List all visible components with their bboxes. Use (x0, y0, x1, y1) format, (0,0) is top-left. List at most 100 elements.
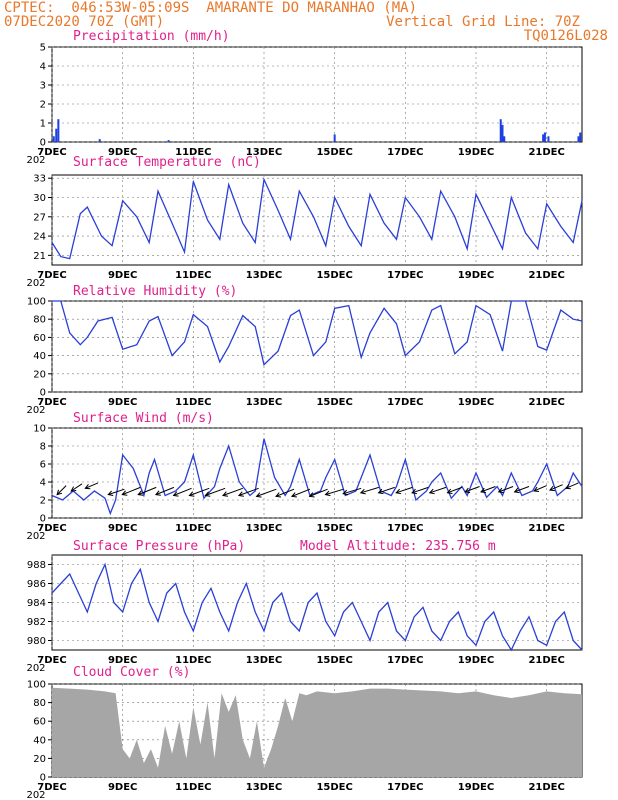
wind-vector (154, 486, 175, 496)
rh-year-label: 202 (26, 405, 45, 416)
rh-line (52, 300, 583, 366)
pressure-altitude: Model Altitude: 235.756 m (300, 539, 496, 554)
wind-vector-shaft (429, 486, 447, 494)
wind-vector (172, 487, 192, 497)
pressure-xtick-label: 11DEC (175, 655, 211, 666)
rh-xtick-label: 13DEC (246, 397, 282, 408)
pressure-xtick-label: 13DEC (246, 655, 282, 666)
precip-bar (503, 136, 506, 142)
wind-vector-shaft (222, 487, 243, 496)
cloud-xtick-label: 15DEC (316, 782, 352, 793)
wind-ytick-label: 0 (40, 514, 46, 525)
wind-vector-head (255, 492, 262, 498)
precip-bar (542, 134, 545, 142)
temp-ytick-label: 30 (33, 193, 46, 204)
wind-panel: 0 2 4 6 8 10 7DEC 9DEC 11DEC 13DEC 15DEC 17DEC 19DEC… (26, 424, 583, 542)
wind-vector (342, 487, 362, 496)
wind-vector-head (275, 492, 282, 498)
cloud-area (52, 687, 582, 777)
precip-ytick-label: 2 (40, 100, 46, 111)
wind-vector (359, 486, 379, 495)
header-model-id: TQ0126L028 (523, 28, 608, 44)
wind-vector-head (533, 486, 540, 492)
wind-vector-shaft (325, 488, 344, 496)
pressure-xtick-label: 7DEC (37, 655, 66, 666)
rh-ytick-label: 20 (33, 369, 46, 380)
precip-ytick-label: 3 (40, 81, 46, 92)
wind-vector (275, 488, 295, 498)
wind-vector-head (480, 487, 487, 494)
rh-ytick-label: 100 (27, 297, 46, 308)
wind-vector-head (464, 487, 471, 494)
wind-vector-head (204, 491, 211, 497)
wind-vector-head (411, 488, 418, 495)
precip-bar (55, 128, 58, 142)
precip-bar (499, 119, 502, 142)
cloud-xtick-label: 9DEC (108, 782, 137, 793)
wind-xtick-label: 11DEC (175, 523, 211, 534)
wind-vector (564, 482, 579, 490)
pressure-xtick-label: 9DEC (108, 655, 137, 666)
rh-xtick-label: 9DEC (108, 397, 137, 408)
wind-vector-shaft (498, 486, 514, 493)
precip-bar (577, 136, 580, 142)
wind-vector (290, 488, 311, 498)
temp-title: Surface Temperature (nC) (73, 155, 261, 170)
wind-vector-shaft (275, 488, 295, 497)
wind-vector-shaft (108, 488, 125, 496)
wind-xtick-label: 21DEC (528, 523, 564, 534)
wind-title: Surface Wind (m/s) (73, 411, 214, 426)
pressure-title: Surface Pressure (hPa) (73, 539, 246, 554)
rh-xtick-label: 7DEC (37, 397, 66, 408)
wind-vector-head (137, 490, 144, 496)
wind-vector (222, 487, 243, 497)
cloud-panel: 0 20 40 60 80 100 7DEC 9DEC 11DEC 13DEC 15DEC 17DEC… (26, 680, 583, 800)
rh-title: Relative Humidity (%) (73, 284, 238, 299)
wind-vector-shaft (155, 486, 175, 496)
precip-bar (57, 119, 60, 142)
precip-bar (167, 140, 170, 142)
precip-ytick-label: 0 (40, 138, 46, 149)
cloud-xtick-label: 21DEC (528, 782, 564, 793)
wind-vector (70, 483, 83, 492)
wind-vector-shaft (122, 486, 141, 496)
wind-vector-head (121, 490, 128, 496)
cloud-xtick-label: 7DEC (37, 782, 66, 793)
cloud-ytick-label: 20 (33, 754, 46, 765)
pressure-ytick-label: 986 (27, 579, 46, 590)
wind-xtick-label: 17DEC (387, 523, 423, 534)
cloud-title: Cloud Cover (%) (73, 665, 191, 680)
wind-xtick-label: 15DEC (316, 523, 352, 534)
precip-bar (52, 136, 55, 142)
temp-frame (51, 174, 583, 266)
temp-xtick-label: 15DEC (316, 270, 352, 281)
temp-xtick-label: 9DEC (108, 270, 137, 281)
pressure-ytick-label: 982 (27, 617, 46, 628)
wind-vector-head (84, 484, 91, 490)
precip-xtick-label: 19DEC (458, 147, 494, 158)
precip-xtick-label: 17DEC (387, 147, 423, 158)
precip-xtick-label: 21DEC (528, 147, 564, 158)
wind-vector (188, 487, 210, 497)
wind-vector-shaft (291, 488, 311, 497)
header-line1: CPTEC: 046:53W-05:09S AMARANTE DO MARANH… (4, 0, 418, 16)
pressure-xtick-label: 17DEC (387, 655, 423, 666)
wind-ytick-label: 2 (40, 496, 46, 507)
wind-vector-shaft (464, 486, 480, 493)
wind-vector-shaft (138, 486, 157, 496)
temp-xtick-label: 13DEC (246, 270, 282, 281)
wind-vector (84, 482, 99, 490)
temp-xtick-label: 11DEC (175, 270, 211, 281)
precip-xtick-label: 7DEC (37, 147, 66, 158)
wind-vector (395, 486, 413, 495)
wind-vector-shaft (549, 484, 563, 491)
wind-vector-head (428, 488, 435, 495)
rh-xtick-label: 17DEC (387, 397, 423, 408)
pressure-line (51, 562, 583, 652)
wind-vector-shaft (70, 483, 83, 492)
cloud-ytick-label: 100 (27, 680, 46, 691)
wind-vector-head (324, 490, 331, 497)
wind-vector-shaft (343, 487, 362, 495)
wind-vector (377, 486, 395, 495)
